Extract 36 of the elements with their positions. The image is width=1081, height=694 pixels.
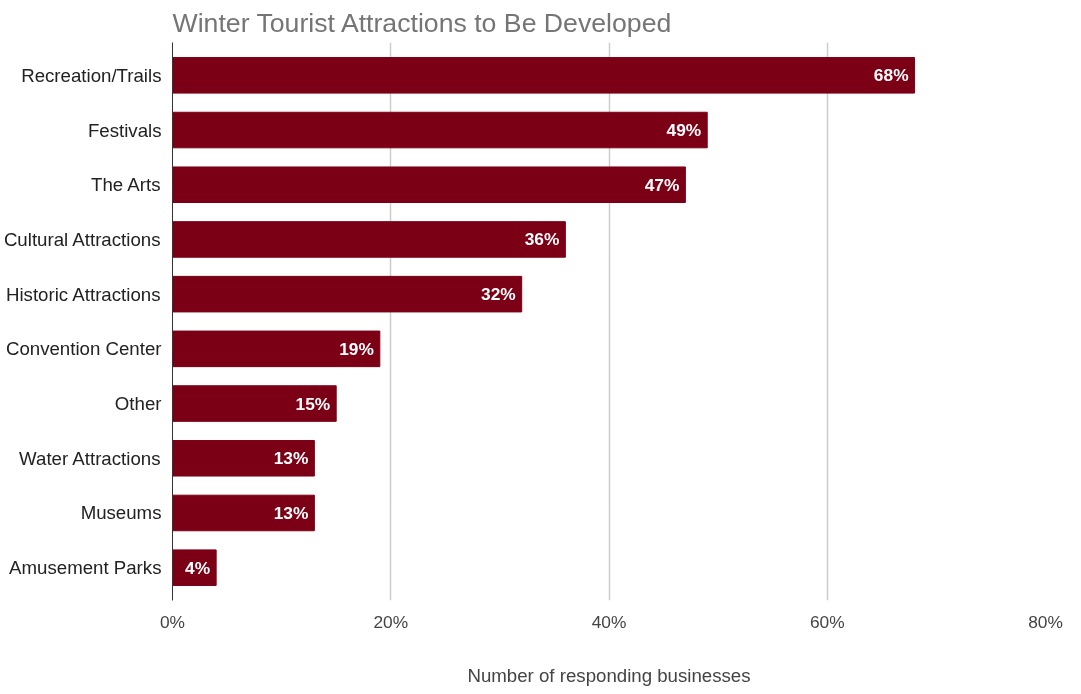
y-tick-label: Water Attractions [19,447,161,469]
bar [172,166,686,204]
y-tick-label: Festivals [87,119,162,141]
data-label: 49% [666,120,702,141]
data-label: 47% [644,174,680,195]
y-tick-label: Other [114,393,162,415]
data-label: 36% [524,229,560,250]
data-label: 68% [873,65,909,86]
data-label: 19% [339,338,374,359]
data-label: 4% [185,557,211,578]
chart-title: Winter Tourist Attractions to Be Developed [172,7,672,38]
x-axis-title: Number of responding businesses [467,664,751,686]
bar [172,57,916,94]
data-label: 13% [273,448,309,469]
x-tick-label: 40% [591,611,627,632]
bar [172,439,315,477]
y-tick-label: Amusement Parks [9,557,162,579]
bar [172,385,337,422]
x-tick-label: 20% [373,611,409,632]
bar [172,111,708,149]
bar [172,275,523,313]
bar [172,494,315,532]
x-tick-label: 0% [159,611,186,632]
data-label: 15% [295,393,331,414]
data-label: 32% [481,284,516,305]
y-tick-label: Cultural Attractions [3,228,161,250]
y-tick-label: Historic Attractions [5,283,161,305]
bar [172,221,566,258]
x-tick-label: 80% [1028,611,1063,632]
data-label: 13% [273,502,309,523]
y-tick-label: The Arts [91,174,161,196]
y-tick-label: Museums [80,502,162,524]
bar [172,330,381,368]
x-tick-label: 60% [809,611,845,632]
y-tick-label: Recreation/Trails [21,64,162,86]
y-tick-label: Convention Center [5,338,162,360]
